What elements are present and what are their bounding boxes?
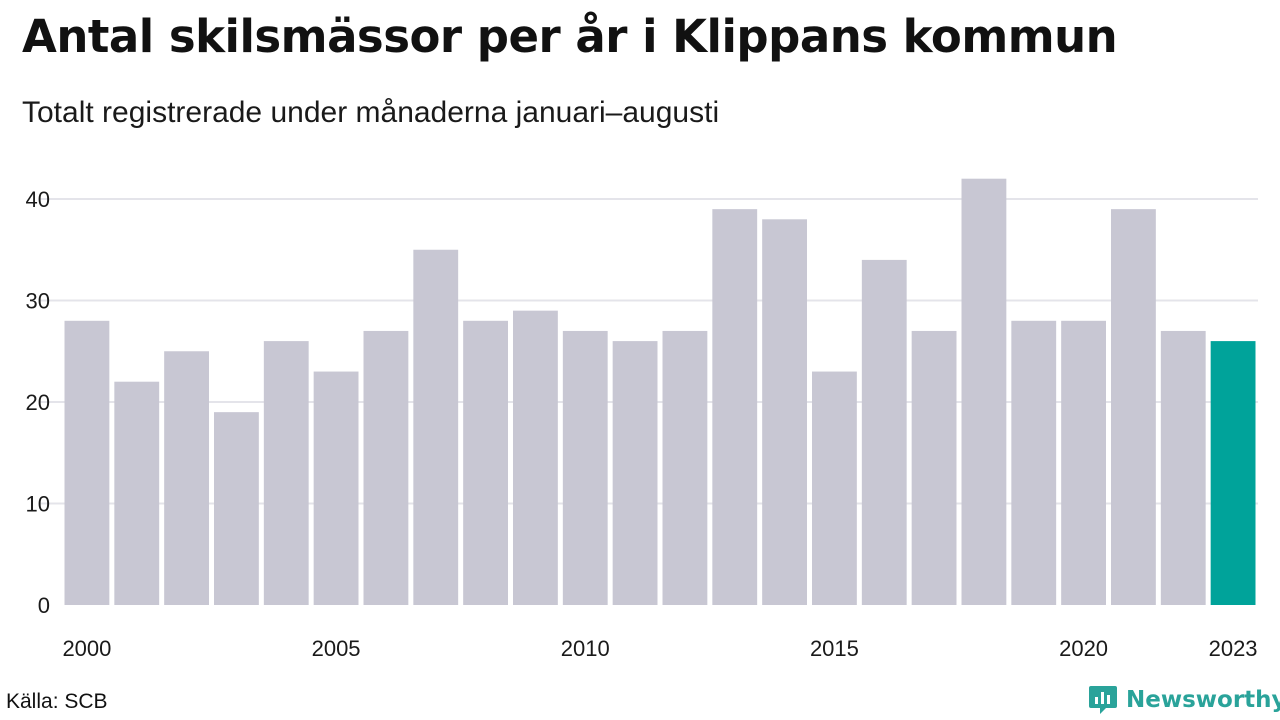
y-tick-label: 40	[26, 187, 50, 212]
bar-chart: 0 10 20 30 40 2000 2005 2010 2015 2020 2023	[26, 178, 1258, 661]
x-axis-labels: 2000 2005 2010 2015 2020 2023	[62, 636, 1257, 661]
bar-2003	[214, 412, 259, 605]
brand-name: Newsworthy	[1126, 687, 1280, 713]
y-tick-label: 10	[26, 492, 50, 517]
bar-2014	[762, 219, 807, 606]
bar-2001	[114, 381, 160, 605]
bar-2017	[911, 330, 957, 605]
bar-2009	[513, 310, 558, 605]
x-tick-label: 2015	[810, 636, 859, 661]
bar-2019	[1011, 320, 1057, 605]
bar-2023	[1210, 341, 1256, 605]
y-tick-label: 0	[38, 593, 50, 618]
bar-2006	[363, 330, 409, 605]
bar-2018	[961, 178, 1007, 605]
bars	[64, 178, 1256, 606]
bar-2008	[463, 320, 508, 605]
chart-title: Antal skilsmässor per år i Klippans komm…	[22, 10, 1118, 63]
newsworthy-logo-icon	[1089, 686, 1117, 714]
bar-2010	[562, 330, 608, 605]
bar-2005	[313, 371, 359, 605]
bar-2011	[612, 341, 658, 605]
bar-2002	[164, 351, 209, 605]
bar-2007	[413, 249, 459, 605]
chart-subtitle: Totalt registrerade under månaderna janu…	[22, 96, 720, 129]
y-tick-label: 30	[26, 289, 50, 314]
bar-2021	[1111, 209, 1156, 605]
source-note: Källa: SCB	[6, 690, 108, 713]
x-tick-label: 2005	[312, 636, 361, 661]
x-tick-label: 2023	[1209, 636, 1258, 661]
bar-2016	[861, 259, 907, 605]
bar-2000	[64, 320, 110, 605]
bar-2004	[263, 341, 309, 605]
x-tick-label: 2000	[62, 636, 111, 661]
bar-2012	[662, 330, 708, 605]
bar-2020	[1061, 320, 1106, 605]
bar-2022	[1160, 330, 1206, 605]
y-axis-labels: 0 10 20 30 40	[26, 187, 50, 618]
bar-2013	[712, 209, 758, 605]
y-tick-label: 20	[26, 390, 50, 415]
brand-logo: Newsworthy	[1088, 684, 1280, 716]
bar-2015	[812, 371, 857, 605]
x-tick-label: 2020	[1059, 636, 1108, 661]
x-tick-label: 2010	[561, 636, 610, 661]
